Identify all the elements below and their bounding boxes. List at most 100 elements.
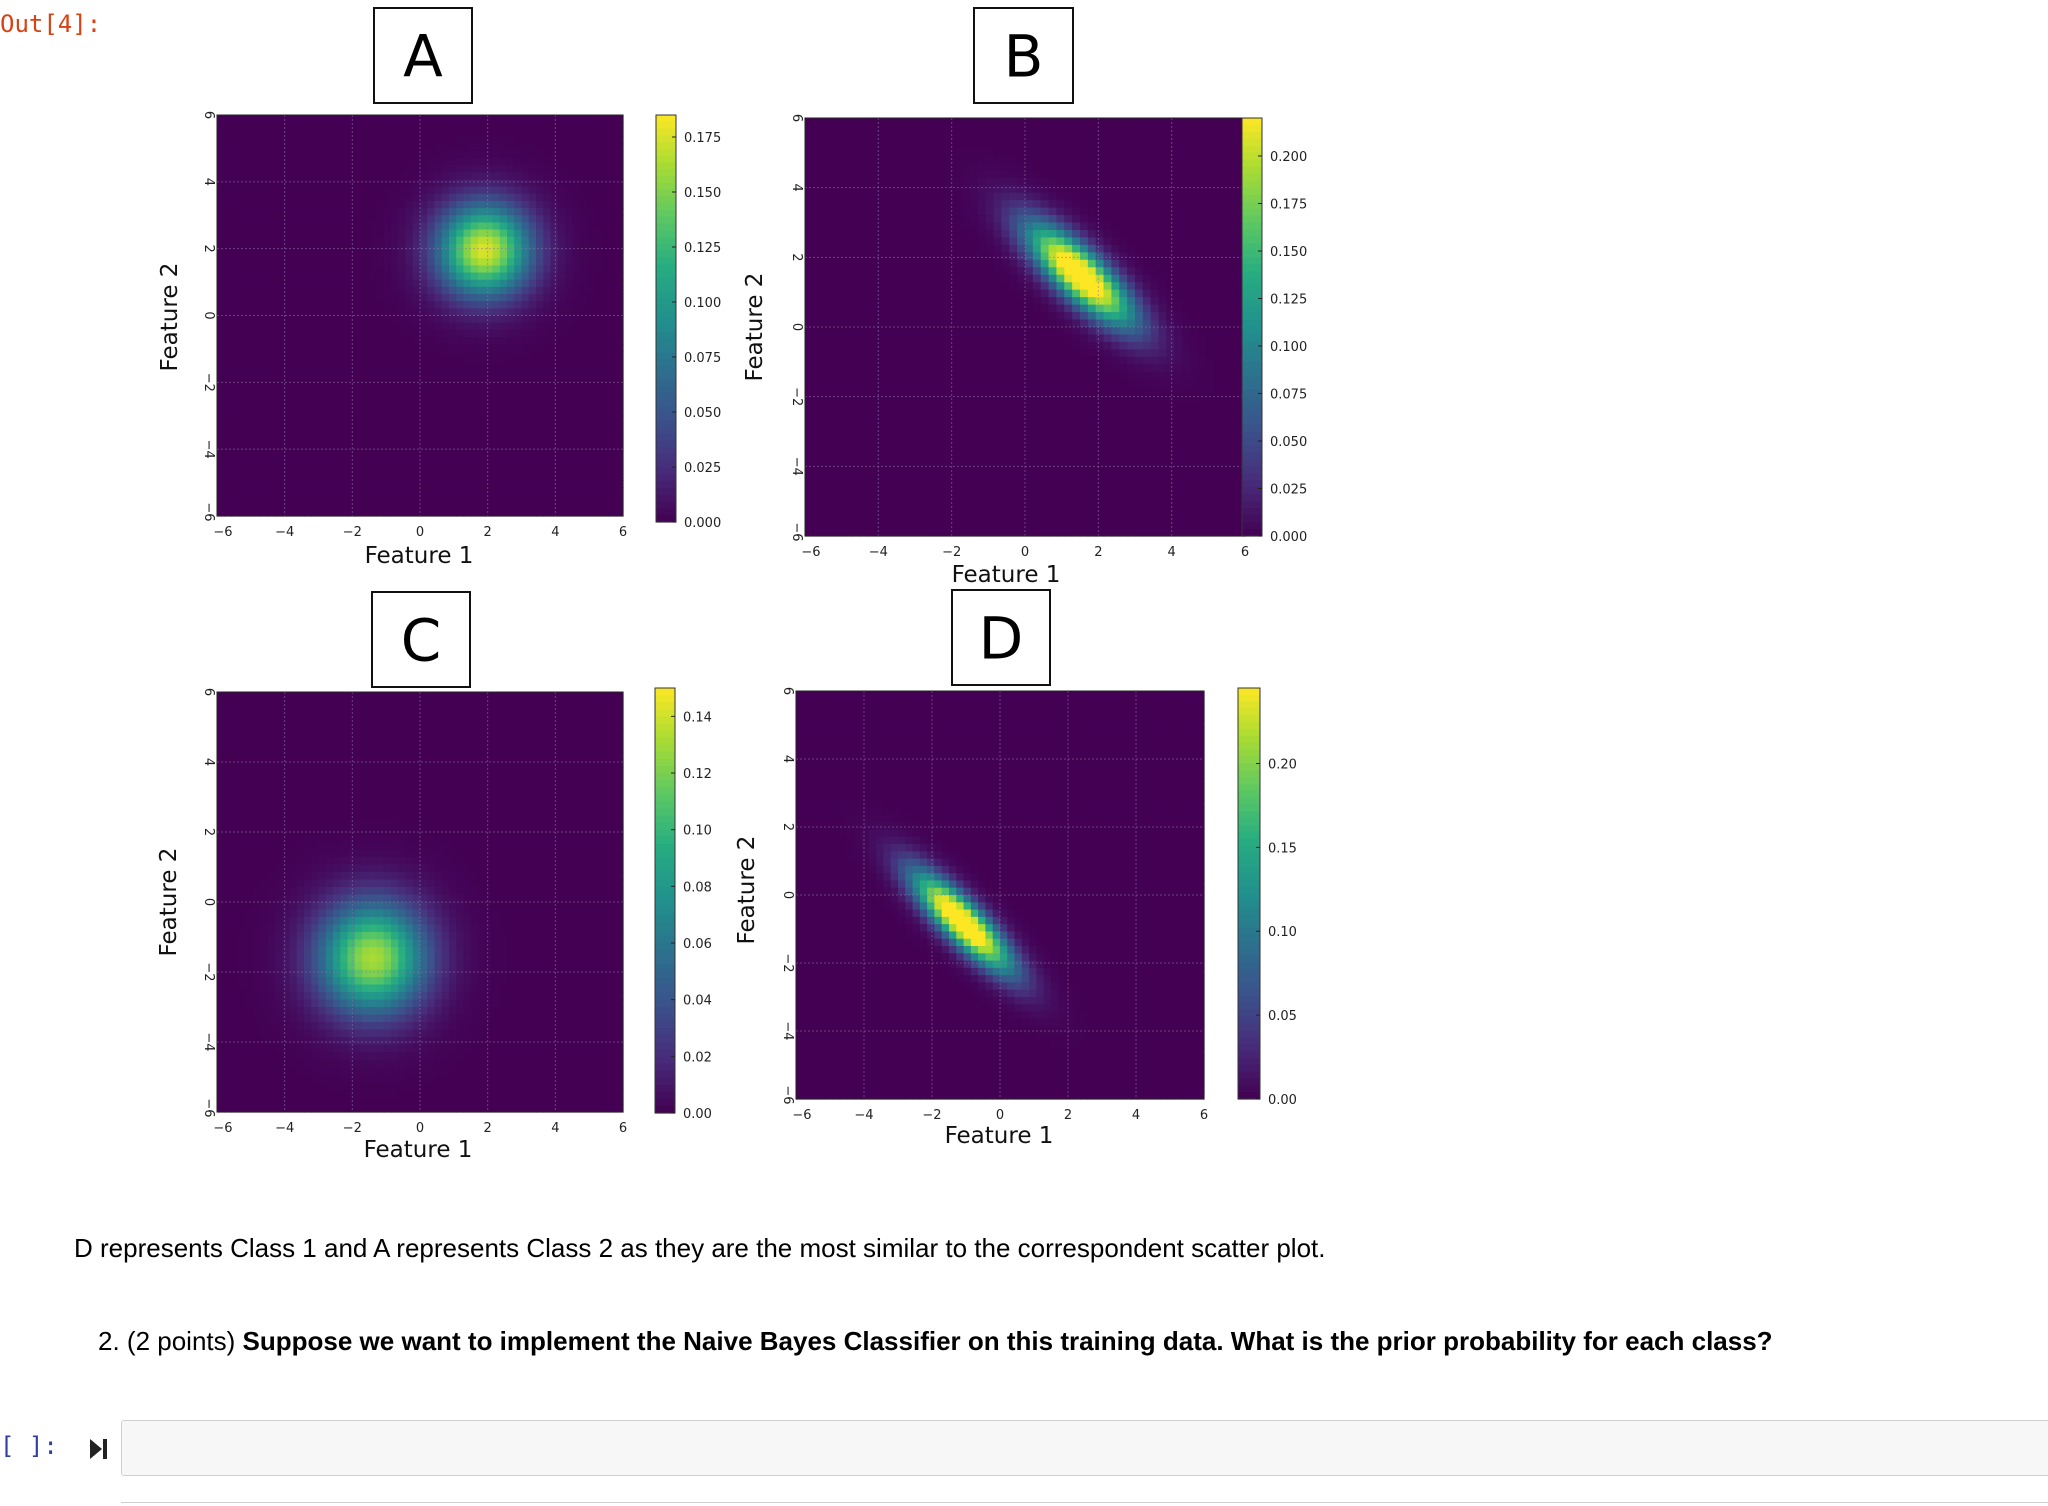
heatmap-cell <box>499 408 508 417</box>
heatmap-cell <box>311 465 320 474</box>
heatmap-cell <box>507 272 515 281</box>
colorbar-segment <box>656 467 676 476</box>
heatmap-cell <box>296 372 305 381</box>
heatmap-cell <box>1017 513 1026 522</box>
heatmap-cell <box>594 315 602 324</box>
heatmap-cell <box>362 422 370 431</box>
heatmap-cell <box>231 136 240 145</box>
heatmap-cell <box>478 186 486 195</box>
heatmap-cell <box>594 115 602 123</box>
heatmap-cell <box>463 258 472 266</box>
heatmap-cell <box>217 165 225 173</box>
heatmap-cell <box>238 200 247 209</box>
heatmap-cell <box>275 208 283 216</box>
heatmap-cell <box>325 336 334 345</box>
heatmap-cell <box>420 387 428 395</box>
heatmap-cell <box>420 422 428 431</box>
heatmap-cell <box>391 258 399 266</box>
heatmap-cell <box>441 336 450 345</box>
heatmap-cell <box>514 379 523 388</box>
heatmap-cell <box>311 157 320 166</box>
heatmap-cell <box>867 386 877 395</box>
heatmap-cell <box>318 258 327 266</box>
heatmap-cell <box>521 415 530 424</box>
heatmap-cell <box>572 115 581 123</box>
heatmap-cell <box>550 351 559 360</box>
heatmap-cell <box>470 344 479 352</box>
heatmap-cell <box>1001 312 1010 321</box>
heatmap-cell <box>412 329 421 338</box>
heatmap-cell <box>954 468 963 477</box>
heatmap-cell <box>231 122 240 130</box>
heatmap-cell <box>267 165 276 173</box>
heatmap-cell <box>860 185 869 194</box>
heatmap-cell <box>253 193 262 202</box>
heatmap-cell <box>1025 304 1034 313</box>
heatmap-cell <box>844 491 853 500</box>
heatmap-cell <box>907 528 916 537</box>
heatmap-cell <box>340 272 349 281</box>
heatmap-cell <box>930 401 940 410</box>
heatmap-cell <box>1009 506 1018 515</box>
heatmap-cell <box>376 208 385 216</box>
heatmap-cell <box>282 265 291 274</box>
heatmap-cell <box>470 200 479 209</box>
heatmap-cell <box>347 430 356 438</box>
heatmap-cell <box>333 365 341 374</box>
heatmap-cell <box>224 508 233 517</box>
heatmap-cell <box>915 259 924 268</box>
heatmap-cell <box>875 453 885 462</box>
heatmap-cell <box>938 312 948 321</box>
heatmap-cell <box>1040 468 1050 477</box>
heatmap-cell <box>993 424 1003 433</box>
heatmap-cell <box>449 315 457 324</box>
heatmap-cell <box>304 494 312 503</box>
heatmap-cell <box>867 267 877 276</box>
heatmap-cell <box>565 258 573 266</box>
heatmap-cell <box>412 487 421 496</box>
heatmap-cell <box>828 356 838 365</box>
heatmap-cell <box>922 267 932 276</box>
heatmap-cell <box>579 387 588 395</box>
heatmap-cell <box>405 157 414 166</box>
heatmap-cell <box>954 483 963 492</box>
heatmap-cell <box>962 521 971 530</box>
heatmap-cell <box>1009 125 1018 134</box>
heatmap-cell <box>1001 222 1010 231</box>
heatmap-cell <box>1032 394 1042 403</box>
heatmap-cell <box>391 365 399 374</box>
heatmap-cell <box>836 491 845 500</box>
heatmap-cell <box>362 172 370 181</box>
heatmap-cell <box>922 416 932 425</box>
heatmap-cell <box>970 371 979 380</box>
heatmap-cell <box>1017 498 1026 507</box>
heatmap-cell <box>311 365 320 374</box>
heatmap-cell <box>296 122 305 130</box>
heatmap-cell <box>946 229 955 239</box>
heatmap-cell <box>805 394 814 403</box>
heatmap-cell <box>456 243 465 252</box>
heatmap-cell <box>238 444 247 453</box>
heatmap-cell <box>282 136 291 145</box>
heatmap-cell <box>492 122 501 130</box>
heatmap-cell <box>369 301 378 309</box>
heatmap-cell <box>565 480 573 488</box>
heatmap-cell <box>398 344 407 352</box>
heatmap-cell <box>962 252 971 261</box>
heatmap-cell <box>398 458 407 467</box>
heatmap-cell <box>289 115 298 123</box>
heatmap-cell <box>492 351 501 360</box>
heatmap-cell <box>318 208 327 216</box>
heatmap-cell <box>601 508 610 517</box>
heatmap-cell <box>340 229 349 238</box>
heatmap-cell <box>820 431 830 440</box>
heatmap-cell <box>217 301 225 309</box>
heatmap-cell <box>441 480 450 488</box>
heatmap-cell <box>536 473 544 481</box>
heatmap-cell <box>550 401 559 410</box>
heatmap-cell <box>376 430 385 438</box>
heatmap-cell <box>398 315 407 324</box>
heatmap-cell <box>579 315 588 324</box>
heatmap-cell <box>550 208 559 216</box>
heatmap-cell <box>557 279 566 288</box>
